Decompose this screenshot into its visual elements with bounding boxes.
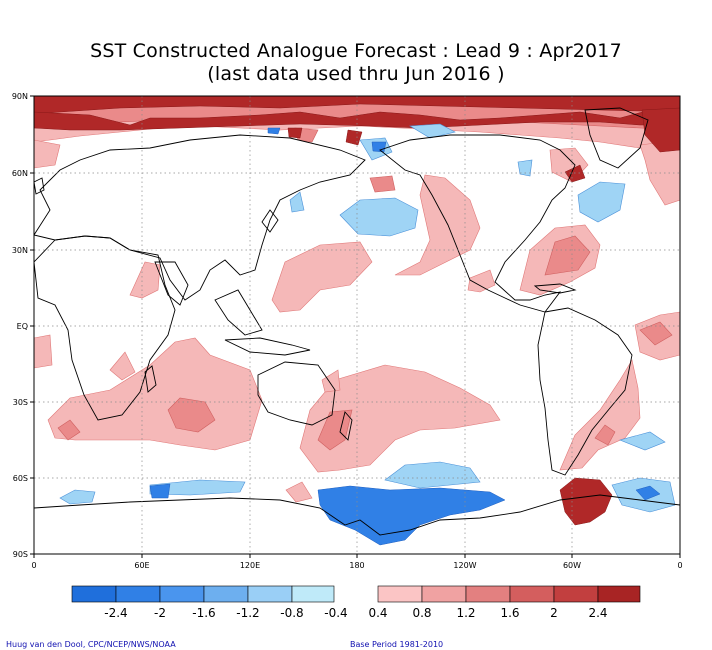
antarctica-outline bbox=[34, 494, 680, 554]
colorbar-label: 2.4 bbox=[588, 606, 607, 620]
coastlines bbox=[34, 107, 680, 554]
colorbar-label: 2 bbox=[550, 606, 558, 620]
colorbar-cell-cool bbox=[115, 585, 161, 603]
colorbar-cell-cool bbox=[159, 585, 205, 603]
lon-label: 0 bbox=[677, 561, 682, 570]
uk-outline bbox=[34, 177, 45, 195]
madagascar-outline bbox=[144, 365, 157, 393]
colorbar-label: -2 bbox=[154, 606, 166, 620]
australia-outline bbox=[257, 361, 336, 426]
lat-label: 30S bbox=[13, 398, 28, 407]
colorbar-label: -2.4 bbox=[104, 606, 127, 620]
lat-label: 60S bbox=[13, 474, 28, 483]
indonesia-outline bbox=[224, 337, 311, 356]
lat-label: EQ bbox=[17, 322, 28, 331]
colorbar-label: -0.4 bbox=[324, 606, 347, 620]
colorbar-label: -0.8 bbox=[280, 606, 303, 620]
lat-label: 90S bbox=[13, 550, 28, 559]
colorbar-cell-warm bbox=[465, 585, 511, 603]
lon-label: 0 bbox=[31, 561, 36, 570]
colorbar-label: 0.8 bbox=[412, 606, 431, 620]
map-area bbox=[34, 96, 680, 554]
colorbar-label: 1.2 bbox=[456, 606, 475, 620]
title-line-1: SST Constructed Analogue Forecast : Lead… bbox=[90, 40, 622, 62]
colorbar-label: 0.4 bbox=[368, 606, 387, 620]
colorbar-cell-cool bbox=[71, 585, 117, 603]
colorbar-cell-cool bbox=[291, 585, 335, 603]
cool-anomaly-light bbox=[59, 123, 676, 513]
colorbar-cell-warm bbox=[421, 585, 467, 603]
india-outline bbox=[154, 261, 189, 306]
cool-anomaly-strong bbox=[149, 127, 661, 546]
tick-marks bbox=[30, 95, 681, 558]
colorbar-label: -1.6 bbox=[192, 606, 215, 620]
southeast-asia-outline bbox=[214, 289, 263, 336]
north-america-outline bbox=[379, 134, 576, 313]
colorbar: -2.4 -2 -1.6 -1.2 -0.8 -0.4 0.4 0.8 1.2 … bbox=[71, 585, 641, 620]
title-line-2: (last data used thru Jun 2016 ) bbox=[207, 63, 505, 85]
lon-label: 120W bbox=[453, 561, 476, 570]
new-zealand-outline bbox=[339, 411, 353, 441]
greenland-outline bbox=[584, 107, 649, 169]
lat-label: 90N bbox=[12, 92, 28, 101]
lon-label: 180 bbox=[349, 561, 364, 570]
lon-label: 60E bbox=[134, 561, 149, 570]
colorbar-cell-warm bbox=[377, 585, 423, 603]
colorbar-cell-warm bbox=[509, 585, 555, 603]
eurasia-outline bbox=[34, 134, 366, 301]
south-america-outline bbox=[537, 307, 633, 476]
base-period-text: Base Period 1981-2010 bbox=[350, 640, 444, 649]
colorbar-cell-cool bbox=[203, 585, 249, 603]
colorbar-cell-cool bbox=[247, 585, 293, 603]
lat-label: 30N bbox=[12, 246, 28, 255]
caribbean-outline bbox=[533, 283, 577, 294]
colorbar-cell-warm bbox=[597, 585, 641, 603]
credit-text: Huug van den Dool, CPC/NCEP/NWS/NOAA bbox=[6, 640, 176, 649]
lon-label: 60W bbox=[563, 561, 581, 570]
japan-outline bbox=[261, 209, 279, 233]
lon-label: 120E bbox=[240, 561, 260, 570]
colorbar-label: -1.2 bbox=[236, 606, 259, 620]
lat-label: 60N bbox=[12, 169, 28, 178]
colorbar-label: 1.6 bbox=[500, 606, 519, 620]
colorbar-cell-warm bbox=[553, 585, 599, 603]
